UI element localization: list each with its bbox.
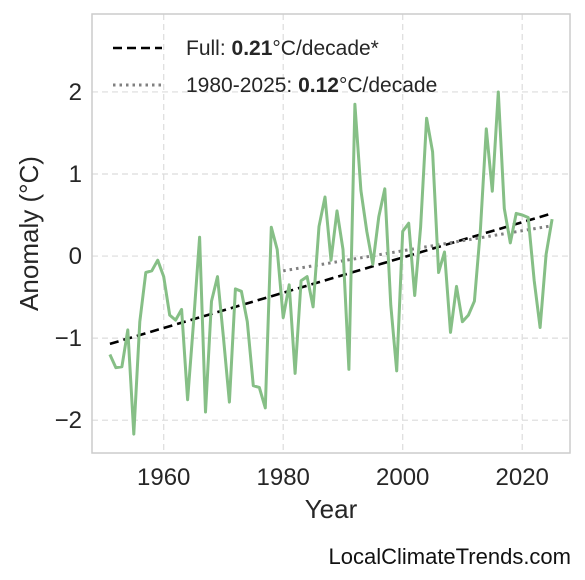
legend-label-1: Full: 0.21°C/decade* [186,37,379,60]
x-axis-title: Year [305,494,358,524]
x-tick-label: 2020 [496,464,549,491]
legend: Full: 0.21°C/decade*1980-2025: 0.12°C/de… [113,37,437,97]
axes-frame [91,13,571,454]
y-axis-ticks: −2 −1 0 1 2 [55,79,82,434]
y-tick-label: 1 [69,161,82,188]
plot-frame [91,13,571,454]
grid [92,14,570,453]
legend-label-prefix: 1980-2025: [186,74,298,97]
legend-label-suffix: °C/decade* [272,37,378,60]
legend-label-value: 0.21 [232,37,273,60]
watermark: LocalClimateTrends.com [328,544,572,569]
trend-lines [109,212,553,346]
x-tick-label: 2000 [376,464,429,491]
series-line-1 [108,90,554,436]
y-tick-label: 2 [69,79,82,106]
legend-label-prefix: Full: [186,37,232,60]
x-axis-ticks: 1960 1980 2000 2020 [137,464,549,491]
y-tick-label: −2 [55,407,82,434]
x-tick-label: 1980 [257,464,310,491]
legend-label-suffix: °C/decade [339,74,437,97]
x-tick-label: 1960 [137,464,190,491]
legend-label-2: 1980-2025: 0.12°C/decade [186,74,437,97]
trend-line-1 [109,212,553,346]
y-tick-label: −1 [55,325,82,352]
data-series [108,90,554,436]
y-axis-title: Anomaly (°C) [14,156,44,311]
legend-label-value: 0.12 [298,74,339,97]
y-tick-label: 0 [69,243,82,270]
